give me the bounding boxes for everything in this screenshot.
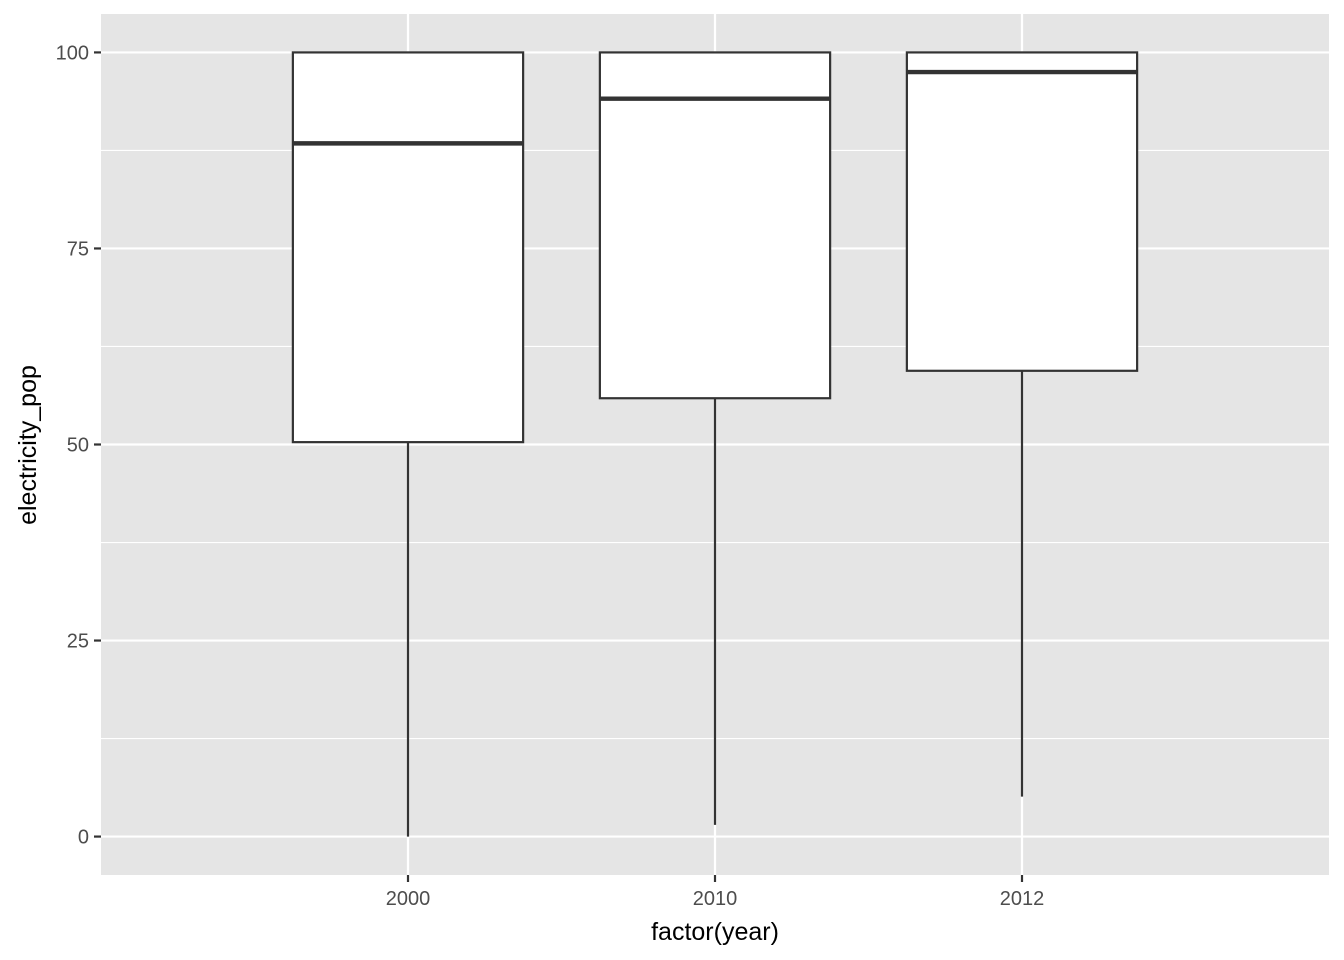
box-2012 bbox=[905, 51, 1139, 797]
y-axis-title: electricity_pop bbox=[14, 365, 42, 525]
y-tick-label: 100 bbox=[56, 42, 89, 64]
x-axis: 2000 2010 2012 bbox=[386, 875, 1045, 910]
x-tick-label: 2012 bbox=[1000, 888, 1045, 910]
box-2000 bbox=[291, 51, 525, 837]
y-tick-label: 50 bbox=[67, 435, 89, 457]
x-tick-label: 2010 bbox=[693, 888, 738, 910]
box-iqr bbox=[291, 51, 525, 444]
box-iqr bbox=[598, 51, 832, 400]
box-iqr bbox=[905, 51, 1139, 372]
y-tick-label: 75 bbox=[67, 238, 89, 260]
y-tick-label: 25 bbox=[67, 631, 89, 653]
x-tick-label: 2000 bbox=[386, 888, 431, 910]
box-layer bbox=[291, 51, 1139, 837]
y-tick-label: 0 bbox=[78, 827, 89, 849]
x-axis-title: factor(year) bbox=[651, 918, 779, 946]
box-2010 bbox=[598, 51, 832, 825]
y-axis: 0 25 50 75 100 bbox=[56, 42, 101, 849]
